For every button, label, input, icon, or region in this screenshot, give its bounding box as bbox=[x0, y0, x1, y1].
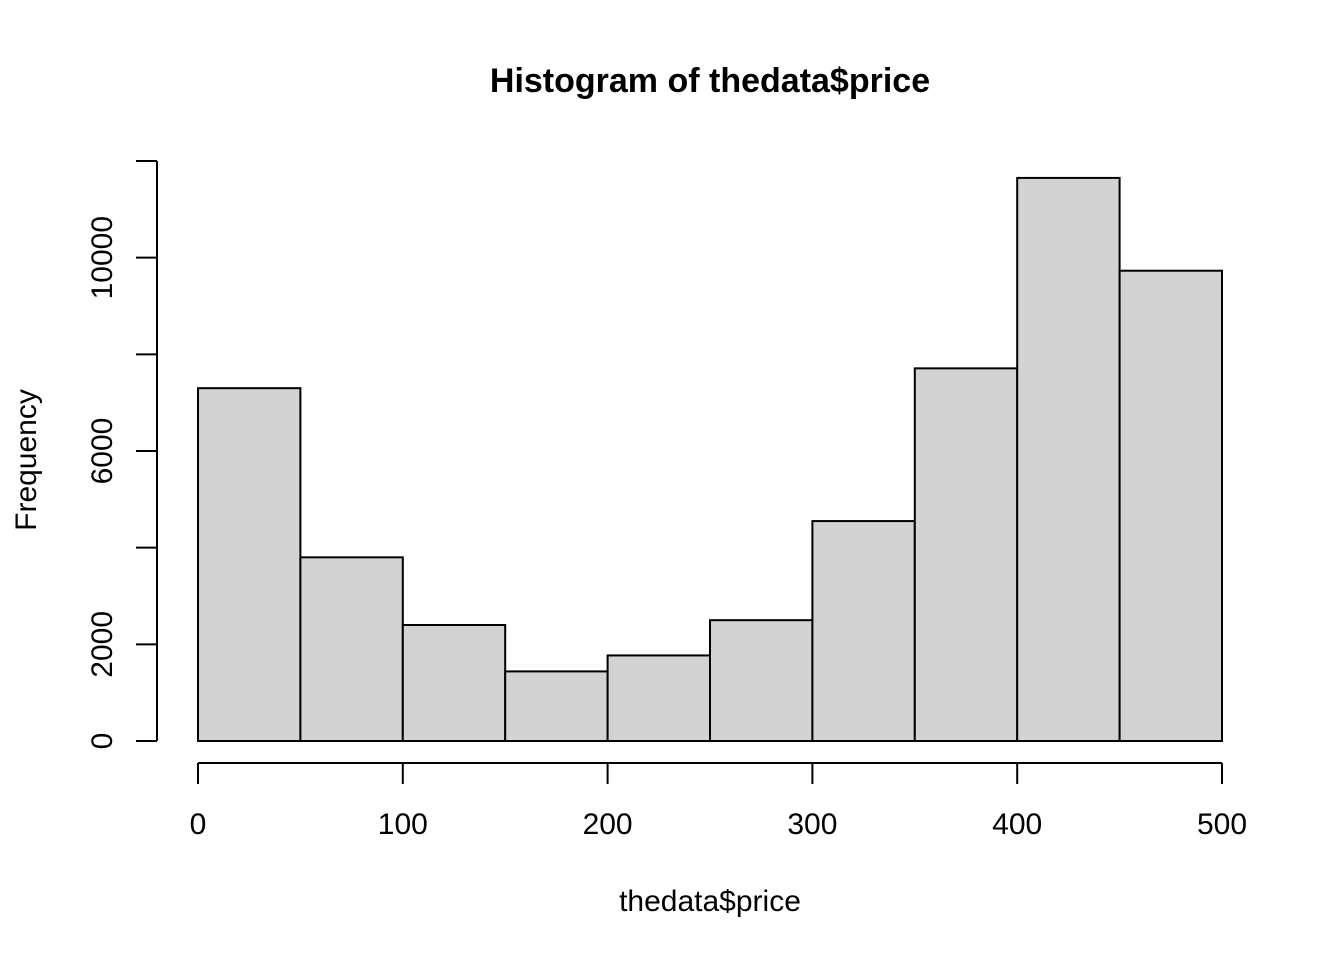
histogram-bar bbox=[709, 619, 814, 743]
histogram-bar bbox=[606, 654, 711, 743]
bars-group bbox=[197, 176, 1223, 743]
y-axis: 0 2000 6000 10000 bbox=[86, 160, 158, 750]
histogram-bar bbox=[299, 556, 404, 742]
x-axis-title: thedata$price bbox=[619, 885, 801, 918]
chart-title: Histogram of thedata$price bbox=[490, 62, 930, 100]
histogram-bar bbox=[913, 367, 1019, 742]
x-tick-label: 200 bbox=[583, 808, 633, 841]
y-axis-title: Frequency bbox=[10, 389, 43, 531]
histogram-bar bbox=[1118, 269, 1223, 742]
x-tick-label: 100 bbox=[378, 808, 428, 841]
y-tick-label: 0 bbox=[86, 733, 119, 750]
histogram-bar bbox=[811, 520, 916, 742]
y-tick-label: 10000 bbox=[86, 216, 119, 299]
x-axis: 0 100 200 300 400 500 bbox=[190, 762, 1247, 841]
histogram-bar bbox=[1016, 176, 1121, 742]
x-tick-label: 400 bbox=[992, 808, 1042, 841]
histogram-bar bbox=[401, 624, 507, 742]
x-tick-label: 300 bbox=[787, 808, 837, 841]
x-tick-label: 0 bbox=[190, 808, 207, 841]
y-tick-label: 2000 bbox=[86, 611, 119, 678]
y-tick-label: 6000 bbox=[86, 418, 119, 485]
x-tick-label: 500 bbox=[1197, 808, 1247, 841]
histogram-bar bbox=[197, 387, 302, 742]
histogram-bar bbox=[504, 670, 609, 743]
